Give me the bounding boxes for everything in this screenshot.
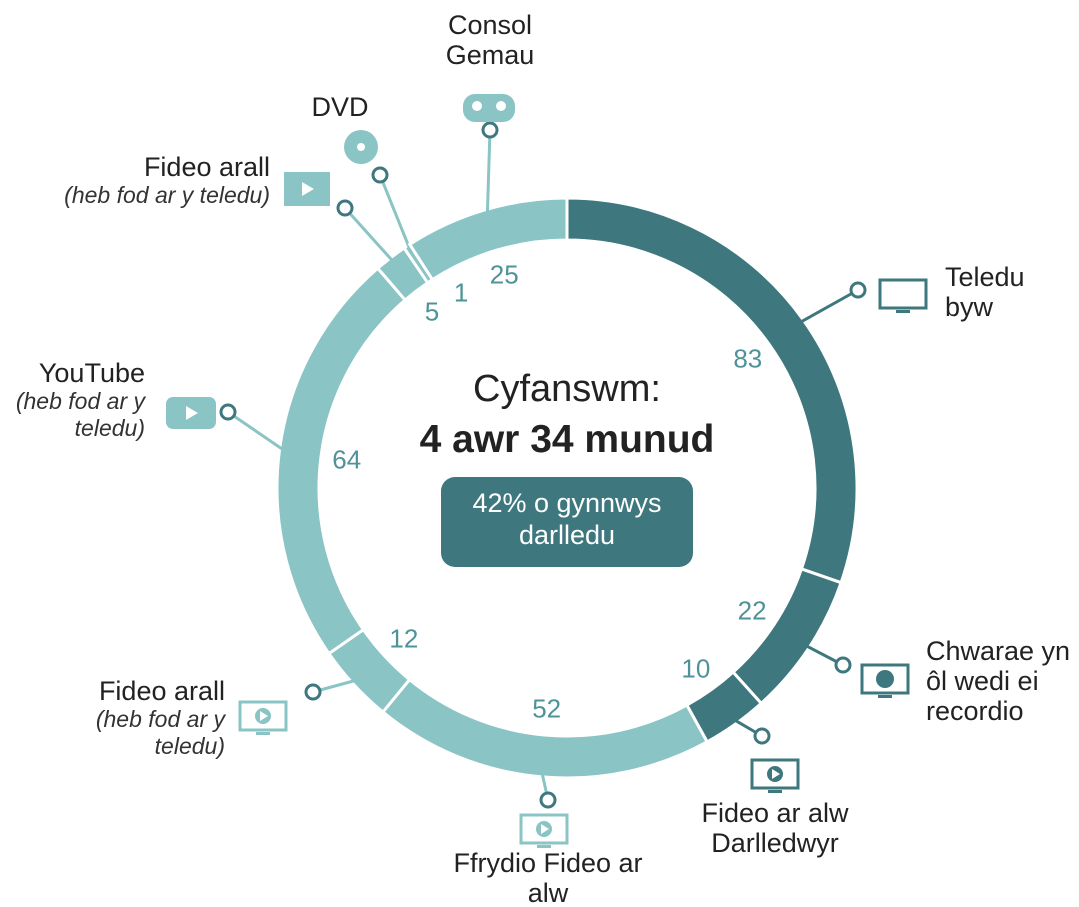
icon-shape (541, 824, 549, 834)
icon (344, 130, 378, 164)
icon (519, 813, 569, 848)
leader-dot (304, 683, 322, 701)
value-label: 25 (489, 259, 519, 290)
icon-shape (472, 101, 482, 111)
value-label: 22 (737, 595, 767, 626)
category-label: Chwarae yn ôl wedi ei recordio (926, 636, 1076, 726)
leader-dot (539, 791, 557, 809)
chart-subtitle: 4 awr 34 munud (419, 418, 715, 461)
badge: 42% o gynnwys darlledu (441, 477, 693, 567)
category-label: Fideo arall (heb fod ar y teledu) (10, 152, 270, 209)
value-label: 5 (424, 296, 440, 327)
icon-shape (878, 278, 928, 310)
leader-dot (481, 121, 499, 139)
leader-dot (849, 281, 867, 299)
icon-shape (463, 94, 515, 122)
leader-line (795, 288, 859, 326)
leader-line (343, 206, 397, 266)
icon-shape (772, 769, 780, 779)
category-note: (heb fod ar y teledu) (95, 706, 225, 759)
icon (166, 397, 216, 429)
icon-shape (357, 143, 365, 151)
category-label: Ffrydio Fideo ar alw (448, 848, 648, 907)
category-name: YouTube (38, 358, 145, 388)
value-label: 83 (733, 343, 763, 374)
category-name: DVD (311, 92, 369, 122)
leader-dot (834, 656, 852, 674)
value-label: 10 (681, 653, 711, 684)
icon (860, 663, 910, 698)
category-label: YouTube (heb fod ar y teledu) (0, 358, 145, 442)
category-name: Teledu byw (945, 262, 1025, 322)
annotation: 42% o gynnwys darlledu (472, 488, 662, 550)
value-label: 12 (389, 623, 419, 654)
icon-shape (537, 845, 551, 848)
leader-line (378, 174, 413, 254)
chart-title: Cyfanswm: (473, 368, 661, 410)
icon (238, 700, 288, 735)
category-name: Fideo arall (143, 152, 270, 182)
category-note: (heb fod ar y teledu) (64, 182, 270, 208)
category-name: Fideo arall (98, 676, 225, 706)
icon-shape (186, 406, 198, 420)
category-label: DVD (290, 92, 390, 122)
icon-shape (302, 182, 314, 196)
icon-shape (768, 790, 782, 793)
icon-shape (496, 101, 506, 111)
icon-shape (256, 732, 270, 735)
leader-line (227, 410, 289, 454)
category-name: Ffrydio Fideo ar alw (453, 848, 643, 907)
leader-dot (753, 727, 771, 745)
category-name: Consol Gemau (445, 10, 535, 70)
value-label: 52 (532, 693, 562, 724)
category-label: Fideo arall (heb fod ar y teledu) (40, 676, 225, 760)
icon (463, 94, 515, 122)
value-label: 64 (332, 444, 362, 475)
icon-shape (876, 670, 894, 688)
icon-shape (260, 711, 268, 721)
icon-shape (878, 695, 892, 698)
category-name: Chwarae yn ôl wedi ei recordio (926, 636, 1071, 726)
segment (730, 567, 844, 706)
category-name: Fideo ar alw Darlledwyr (701, 798, 849, 858)
leader-dot (371, 166, 389, 184)
category-label: Fideo ar alw Darlledwyr (675, 798, 875, 858)
value-label: 1 (453, 277, 469, 308)
segment (407, 196, 569, 282)
icon-shape (896, 310, 910, 313)
leader-dot (336, 199, 354, 217)
icon-shape (860, 663, 910, 695)
leader-line (485, 129, 492, 218)
category-label: Consol Gemau (420, 10, 560, 70)
icon (878, 278, 928, 313)
icon (284, 172, 330, 206)
category-note: (heb fod ar y teledu) (15, 388, 145, 441)
icon (750, 758, 800, 793)
leader-dot (219, 403, 237, 421)
category-label: Teledu byw (945, 262, 1055, 322)
